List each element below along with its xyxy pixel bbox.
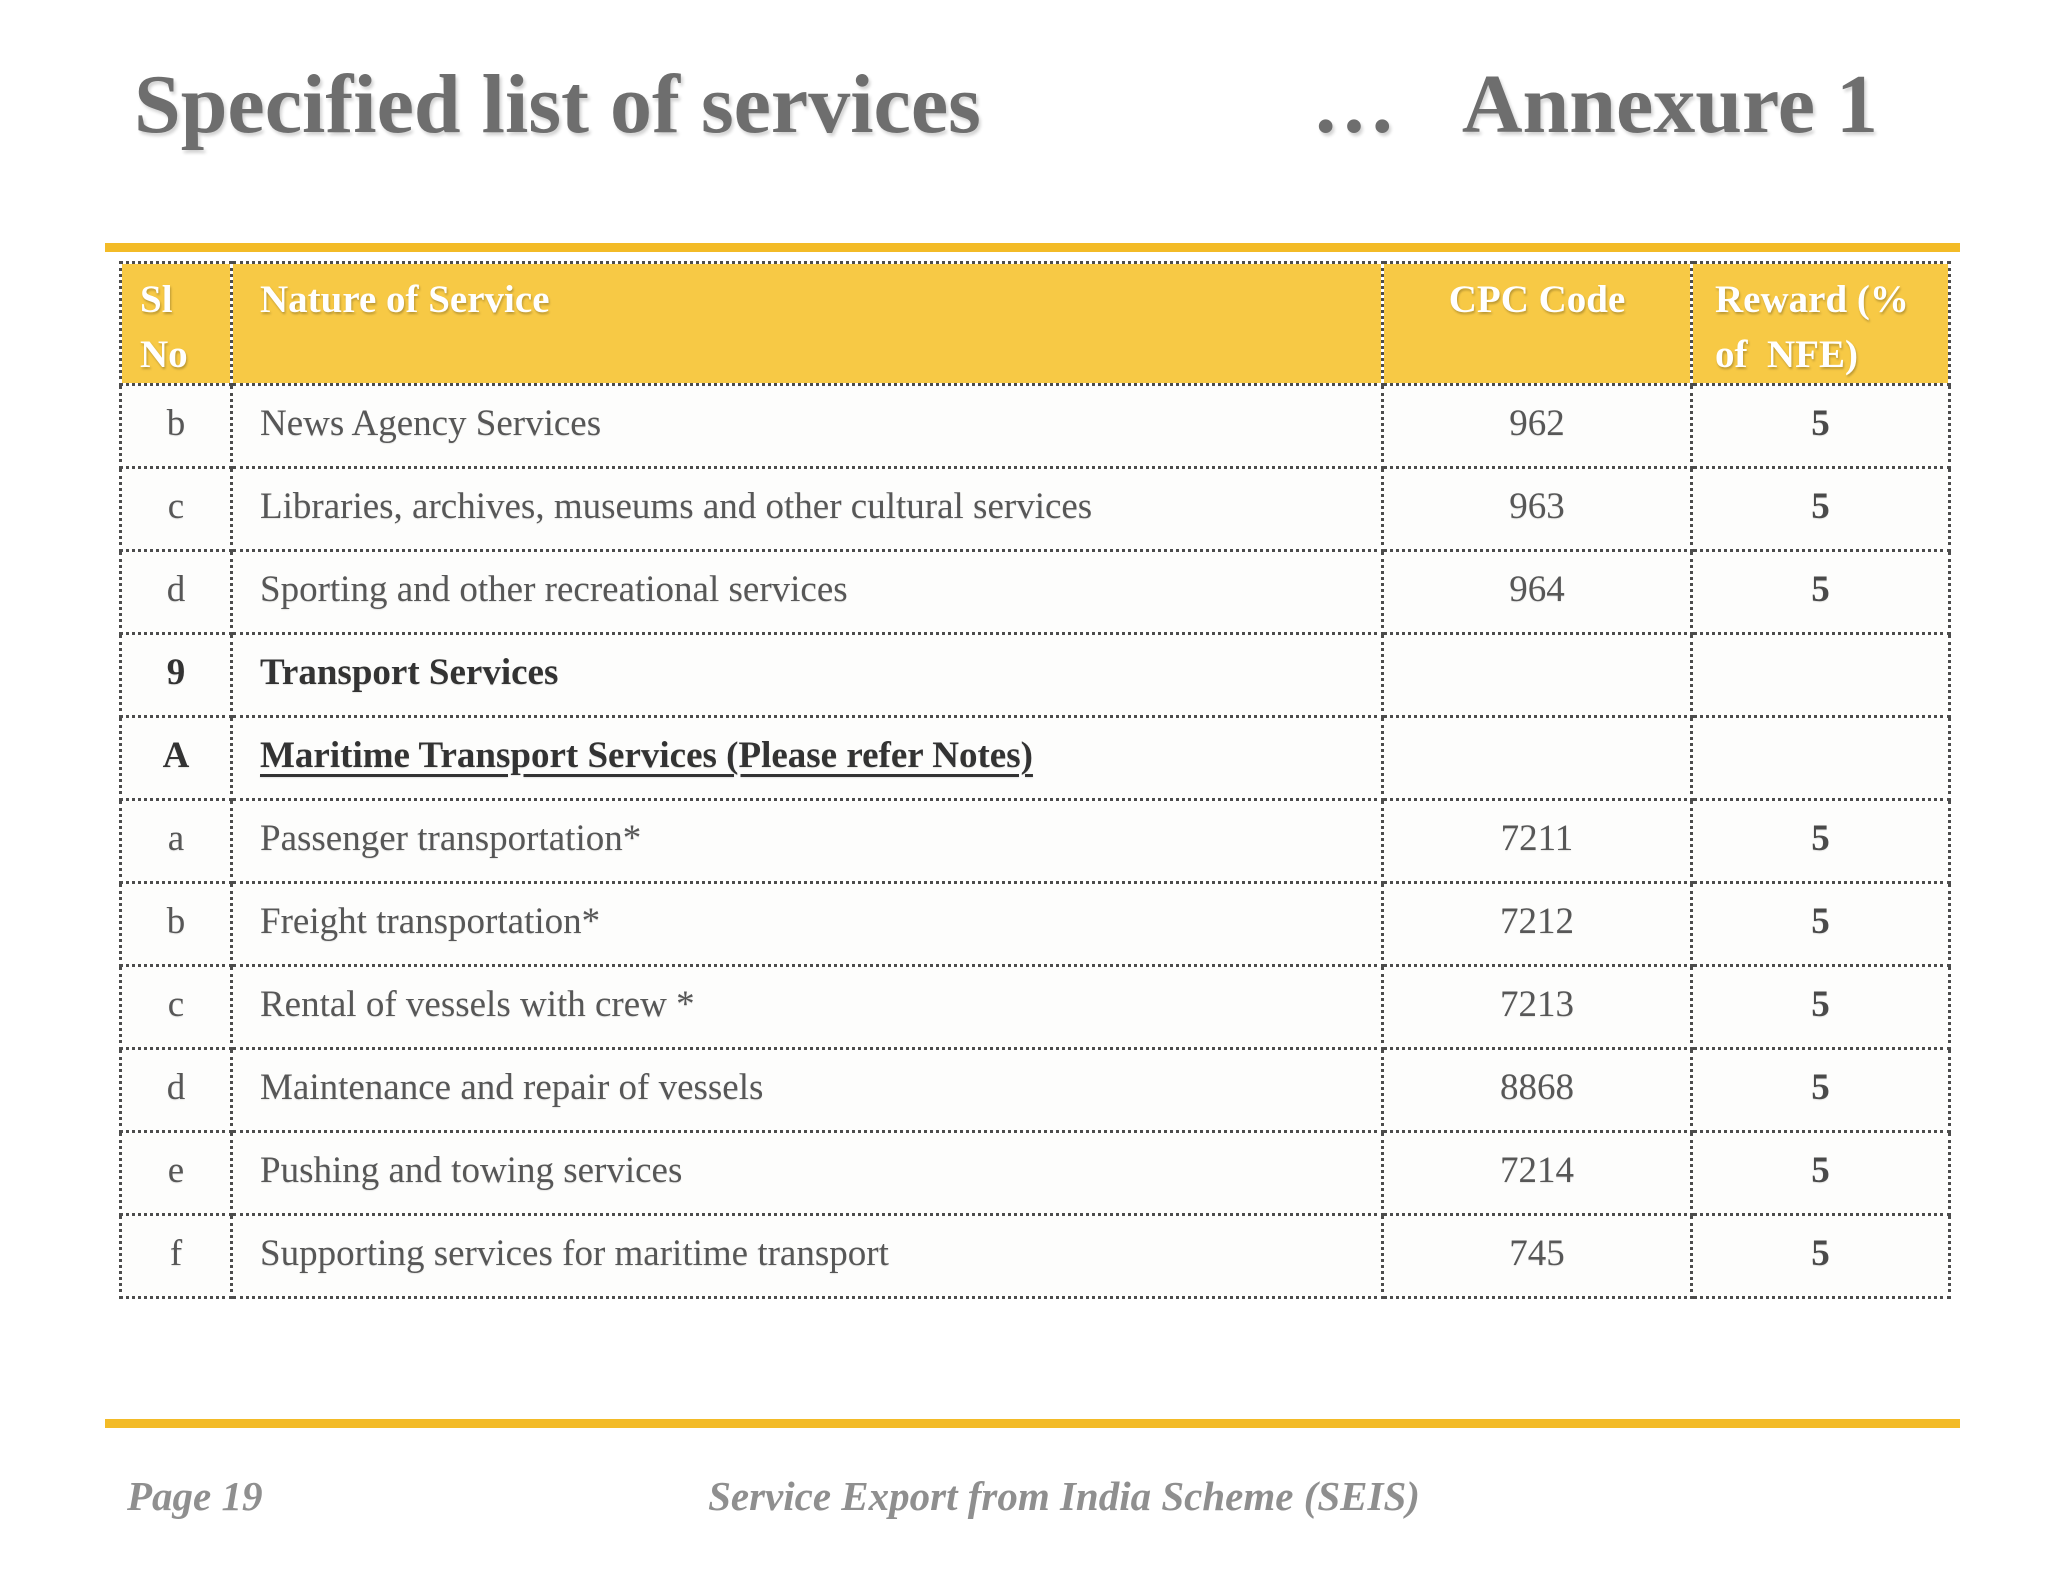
cell-reward: 5 (1690, 1046, 1951, 1133)
service-text: Supporting services for maritime transpo… (260, 1233, 889, 1275)
cell-service: News Agency Services (230, 382, 1384, 469)
page-title: Specified list of services (134, 58, 981, 151)
table-row: c Rental of vessels with crew * 7213 5 (119, 963, 1951, 1050)
cell-service: Freight transportation* (230, 880, 1384, 967)
cell-reward (1690, 714, 1951, 801)
cell-service: Transport Services (230, 631, 1384, 718)
cell-cpc-code: 963 (1381, 465, 1693, 552)
title-row: Specified list of services … Annexure 1 (134, 52, 1878, 157)
page-number: Page 19 (127, 1473, 263, 1519)
service-text: Transport Services (260, 652, 559, 694)
cell-sl-no: a (119, 797, 233, 884)
cell-reward: 5 (1690, 465, 1951, 552)
bottom-divider (105, 1419, 1960, 1428)
continuation-dots: … (1311, 58, 1396, 151)
annexure-heading: … Annexure 1 (1312, 52, 1878, 157)
cell-cpc-code (1381, 631, 1693, 718)
header-sl-no: Sl No (119, 261, 233, 386)
service-text: Freight transportation* (260, 901, 601, 943)
service-text: Pushing and towing services (260, 1150, 683, 1192)
table-row: c Libraries, archives, museums and other… (119, 465, 1951, 552)
cell-reward: 5 (1690, 1212, 1951, 1299)
table-header-row: Sl No Nature of Service CPC Code Reward … (119, 261, 1951, 386)
service-text: Maintenance and repair of vessels (260, 1067, 764, 1109)
cell-reward: 5 (1690, 548, 1951, 635)
table-header: Sl No Nature of Service CPC Code Reward … (119, 261, 1951, 386)
cell-service: Maritime Transport Services (Please refe… (230, 714, 1384, 801)
cell-service: Supporting services for maritime transpo… (230, 1212, 1384, 1299)
cell-reward: 5 (1690, 963, 1951, 1050)
cell-sl-no: b (119, 880, 233, 967)
service-text: News Agency Services (260, 403, 602, 445)
cell-service: Libraries, archives, museums and other c… (230, 465, 1384, 552)
cell-sl-no: d (119, 1046, 233, 1133)
cell-service: Passenger transportation* (230, 797, 1384, 884)
cell-reward (1690, 631, 1951, 718)
cell-sl-no: d (119, 548, 233, 635)
table-row: a Passenger transportation* 7211 5 (119, 797, 1951, 884)
cell-sl-no: f (119, 1212, 233, 1299)
cell-sl-no: c (119, 465, 233, 552)
cell-sl-no: c (119, 963, 233, 1050)
cell-sl-no: A (119, 714, 233, 801)
header-reward: Reward (% of NFE) (1690, 261, 1951, 386)
table-row: d Maintenance and repair of vessels 8868… (119, 1046, 1951, 1133)
cell-reward: 5 (1690, 797, 1951, 884)
cell-cpc-code (1381, 714, 1693, 801)
cell-cpc-code: 7214 (1381, 1129, 1693, 1216)
service-text: Sporting and other recreational services (260, 569, 848, 611)
cell-service: Rental of vessels with crew * (230, 963, 1384, 1050)
cell-cpc-code: 7211 (1381, 797, 1693, 884)
service-text: Maritime Transport Services (Please refe… (260, 735, 1033, 777)
cell-cpc-code: 8868 (1381, 1046, 1693, 1133)
service-text: Libraries, archives, museums and other c… (260, 486, 1093, 528)
footer-caption: Service Export from India Scheme (SEIS) (708, 1473, 1420, 1519)
top-divider (105, 243, 1960, 252)
annexure-label: Annexure 1 (1461, 58, 1878, 151)
table-row: e Pushing and towing services 7214 5 (119, 1129, 1951, 1216)
cell-reward: 5 (1690, 382, 1951, 469)
cell-cpc-code: 962 (1381, 382, 1693, 469)
cell-cpc-code: 745 (1381, 1212, 1693, 1299)
table-row: b Freight transportation* 7212 5 (119, 880, 1951, 967)
cell-service: Maintenance and repair of vessels (230, 1046, 1384, 1133)
cell-service: Pushing and towing services (230, 1129, 1384, 1216)
cell-sl-no: e (119, 1129, 233, 1216)
cell-cpc-code: 7213 (1381, 963, 1693, 1050)
cell-reward: 5 (1690, 880, 1951, 967)
table-row: A Maritime Transport Services (Please re… (119, 714, 1951, 801)
cell-service: Sporting and other recreational services (230, 548, 1384, 635)
table-row: 9 Transport Services (119, 631, 1951, 718)
services-table: Sl No Nature of Service CPC Code Reward … (119, 261, 1951, 1299)
cell-sl-no: b (119, 382, 233, 469)
services-table-body: b News Agency Services 962 5 c Libraries… (119, 382, 1951, 1299)
table-row: f Supporting services for maritime trans… (119, 1212, 1951, 1299)
table-row: b News Agency Services 962 5 (119, 382, 1951, 469)
cell-cpc-code: 7212 (1381, 880, 1693, 967)
service-text: Passenger transportation* (260, 818, 642, 860)
header-nature-of-service: Nature of Service (230, 261, 1384, 386)
header-cpc-code: CPC Code (1381, 261, 1693, 386)
cell-sl-no: 9 (119, 631, 233, 718)
cell-reward: 5 (1690, 1129, 1951, 1216)
table-row: d Sporting and other recreational servic… (119, 548, 1951, 635)
footer: Page 19 Service Export from India Scheme… (0, 1472, 2048, 1562)
cell-cpc-code: 964 (1381, 548, 1693, 635)
service-text: Rental of vessels with crew * (260, 984, 695, 1026)
